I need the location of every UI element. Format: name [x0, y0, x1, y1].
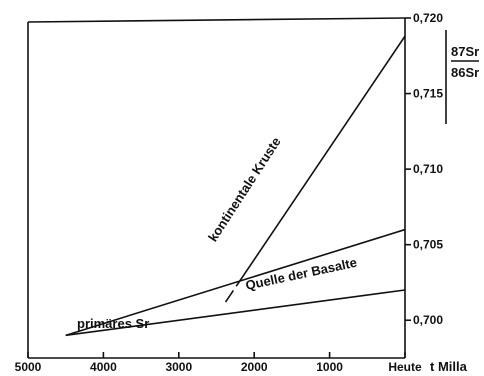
plot-top-border — [27, 17, 406, 23]
x-tick-label: Heute — [388, 360, 422, 374]
annotation-label: kontinentale Kruste — [205, 134, 284, 244]
x-tick-label: 4000 — [90, 360, 117, 374]
y-tick-label: 0,710 — [413, 162, 443, 176]
annotation-label: Quelle der Basalte — [244, 255, 358, 293]
y-tick-label: 0,700 — [413, 313, 443, 327]
x-tick-label: 1000 — [316, 360, 343, 374]
series-line-2 — [65, 228, 406, 337]
x-tick-label: 3000 — [165, 360, 192, 374]
series-line-1 — [224, 35, 406, 303]
x-tick-label: 5000 — [15, 360, 42, 374]
x-tick-label: 2000 — [241, 360, 268, 374]
series-line-3 — [65, 289, 406, 337]
y-tick-label: 0,715 — [413, 87, 443, 101]
y-tick-label: 0,705 — [413, 238, 443, 252]
y-axis-label-denominator: 86Sr — [451, 65, 479, 80]
y-tick-label: 0,720 — [413, 11, 443, 25]
x-axis-label: t Milla — [430, 359, 468, 374]
y-axis-label-numerator: 87Sr — [451, 44, 479, 59]
series-layer — [65, 35, 406, 337]
tick-layer: 5000 4000 3000 2000 1000 Heute 0,700 0,705 0,710… — [15, 11, 444, 374]
annotation-label: primäres Sr — [77, 316, 149, 331]
